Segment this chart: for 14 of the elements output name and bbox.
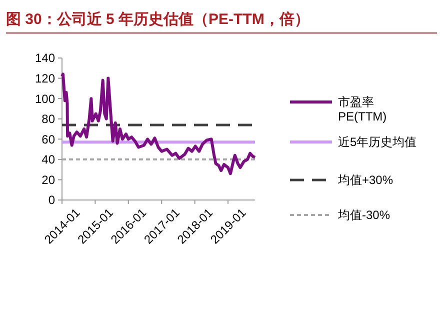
- legend-label: 市盈率 PE(TTM): [338, 95, 387, 124]
- y-tick-label: 0: [48, 193, 56, 208]
- legend-label: 近5年历史均值: [338, 135, 417, 150]
- y-tick-label: 40: [42, 152, 56, 167]
- y-tick-label: 140: [34, 51, 56, 66]
- y-tick-label: 20: [42, 172, 56, 187]
- chart-title: 图 30：公司近 5 年历史估值（PE-TTM，倍）: [6, 11, 310, 28]
- y-tick-label: 120: [34, 71, 56, 86]
- legend-label: 均值+30%: [337, 173, 394, 188]
- legend-label: 均值-30%: [337, 208, 390, 222]
- line-series: [60, 72, 256, 176]
- y-tick-label: 60: [42, 132, 56, 146]
- y-tick-label: 100: [34, 92, 56, 106]
- y-tick-label: 80: [42, 112, 56, 126]
